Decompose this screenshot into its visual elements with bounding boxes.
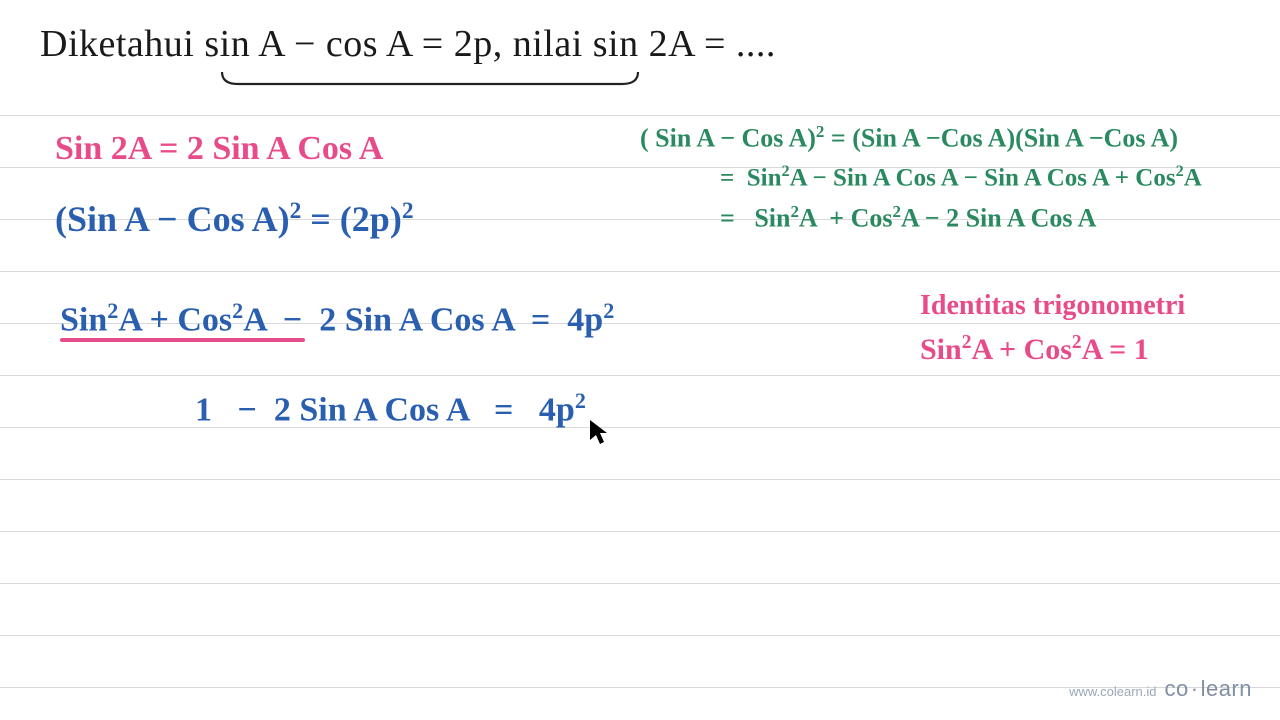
step-apply-identity: 1 − 2 Sin A Cos A = 4p2 (195, 388, 586, 429)
expansion-line2: = Sin2A − Sin A Cos A − Sin A Cos A + Co… (720, 162, 1202, 192)
brand-logo: co·learn (1165, 676, 1253, 702)
ruled-line (0, 531, 1280, 532)
note-trig-identity-formula: Sin2A + Cos2A = 1 (920, 332, 1149, 367)
expansion-line1: ( Sin A − Cos A)2 = (Sin A −Cos A)(Sin A… (640, 122, 1178, 154)
step-expand: Sin2A + Cos2A − 2 Sin A Cos A = 4p2 (60, 298, 614, 339)
ruled-line (0, 115, 1280, 116)
ruled-line (0, 375, 1280, 376)
note-trig-identity-label: Identitas trigonometri (920, 290, 1185, 322)
ruled-line (0, 635, 1280, 636)
ruled-line (0, 583, 1280, 584)
ruled-line (0, 271, 1280, 272)
ruled-line (0, 427, 1280, 428)
ruled-line (0, 479, 1280, 480)
footer: www.colearn.id co·learn (1069, 676, 1252, 702)
problem-statement: Diketahui sin A − cos A = 2p, nilai sin … (0, 0, 1280, 66)
emphasis-underline (60, 338, 305, 342)
footer-url: www.colearn.id (1069, 684, 1156, 699)
identity-sin2a: Sin 2A = 2 Sin A Cos A (55, 130, 383, 168)
step-square-both-sides: (Sin A − Cos A)2 = (2p)2 (55, 198, 414, 240)
expansion-line3: = Sin2A + Cos2A − 2 Sin A Cos A (720, 202, 1096, 234)
problem-underline (220, 70, 640, 88)
cursor-icon (588, 418, 610, 446)
